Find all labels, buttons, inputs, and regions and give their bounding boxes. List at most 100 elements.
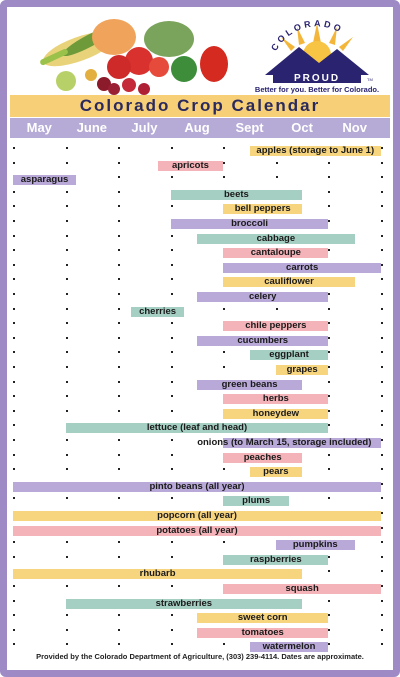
crop-label: broccoli: [231, 218, 269, 229]
grid-dot: [170, 439, 173, 441]
grid-dot: [65, 541, 68, 544]
crop-label: onions (to March 15, storage included): [197, 437, 372, 448]
grid-dot: [381, 220, 383, 222]
grid-dot: [118, 190, 121, 193]
grid-dot: [65, 205, 68, 208]
grid-dot: [13, 643, 15, 646]
crop-bar: [223, 584, 381, 594]
grid-dot: [13, 614, 15, 617]
grid-dot: [13, 424, 15, 427]
grid-dot: [381, 161, 383, 164]
crop-bar: [223, 277, 355, 288]
crop-bar: [223, 554, 329, 565]
grid-dot: [13, 468, 15, 471]
crop-bar: [13, 481, 381, 492]
month-label: Nov: [342, 120, 367, 135]
crop-label: watermelon: [262, 641, 316, 653]
grid-dot: [65, 585, 68, 587]
grid-dot: [13, 380, 15, 383]
month-label: Aug: [184, 120, 210, 135]
crop-label: bell peppers: [234, 203, 291, 215]
crop-label: eggplant: [269, 349, 309, 361]
grid-dot: [328, 161, 331, 164]
crop-label: pears: [263, 466, 289, 478]
grid-dot: [118, 541, 121, 544]
title-bar: Colorado Crop Calendar: [10, 95, 390, 117]
month-label: Sept: [235, 120, 264, 135]
grid-dot: [328, 205, 331, 208]
grid-dot: [65, 322, 68, 325]
grid-dot: [223, 147, 226, 149]
grid-dot: [170, 336, 173, 339]
grid-dot: [118, 278, 121, 281]
grid-dot: [118, 351, 121, 354]
grid-dot: [65, 628, 68, 631]
crop-label: pinto beans (all year): [149, 480, 245, 492]
grid-dot: [65, 147, 68, 149]
grid-dot: [328, 497, 331, 500]
logo-banner-text: PROUD: [294, 73, 340, 84]
grid-dot: [170, 147, 173, 149]
grid-dot: [170, 263, 173, 266]
grid-dot: [328, 424, 331, 427]
crop-label: cantaloupe: [250, 247, 301, 259]
crop-bar: [275, 540, 355, 551]
grid-dot: [170, 176, 173, 179]
grid-dot: [381, 585, 383, 587]
grid-dot: [381, 555, 383, 558]
grid-dot: [328, 293, 331, 295]
crop-label: popcorn (all year): [157, 510, 237, 521]
grid-dot: [381, 526, 383, 529]
grid-dot: [328, 468, 331, 471]
crop-label: celery: [248, 291, 277, 302]
grid-dot: [118, 643, 121, 646]
grid-dot: [13, 336, 15, 339]
crop-label: cabbage: [256, 232, 296, 244]
grid-dot: [118, 176, 121, 179]
grid-dot: [381, 147, 383, 149]
grid-dot: [381, 482, 383, 485]
grid-dot: [118, 234, 121, 237]
grid-dot: [118, 439, 121, 441]
grid-dot: [13, 161, 15, 164]
grid-dot: [381, 351, 383, 354]
grid-dot: [13, 453, 15, 456]
grid-dot: [13, 409, 15, 412]
grid-dot: [118, 555, 121, 558]
grid-dot: [381, 395, 383, 398]
crop-bar: [170, 189, 303, 200]
crop-label: sweet corn: [237, 612, 288, 624]
crop-bar: [13, 569, 303, 580]
grid-dot: [223, 307, 226, 310]
crop-bar: [223, 321, 329, 332]
grid-dot: [118, 366, 121, 368]
grid-dot: [13, 278, 15, 281]
grid-dot: [13, 555, 15, 558]
month-label: June: [76, 120, 108, 135]
grid-dot: [170, 541, 173, 544]
grid-dot: [13, 307, 15, 310]
grid-dot: [13, 249, 15, 252]
grid-dot: [65, 409, 68, 412]
crop-label: cucumbers: [237, 334, 289, 346]
grid-dot: [13, 497, 15, 500]
grid-dot: [381, 628, 383, 631]
grid-dot: [170, 409, 173, 412]
grid-dot: [328, 307, 331, 310]
grid-dot: [65, 555, 68, 558]
grid-dot: [118, 628, 121, 631]
grid-dot: [65, 614, 68, 617]
grid-dot: [223, 468, 226, 471]
grid-dot: [118, 585, 121, 587]
grid-dot: [328, 176, 331, 179]
crop-label: lettuce (leaf and head): [146, 422, 248, 434]
grid-dot: [381, 512, 383, 514]
grid-dot: [328, 220, 331, 222]
crop-label: apples (storage to June 1): [256, 145, 375, 156]
grid-dot: [381, 307, 383, 310]
grid-dot: [328, 599, 331, 602]
grid-dot: [328, 409, 331, 412]
crop-bar: [197, 335, 329, 346]
grid-dot: [118, 161, 121, 164]
grid-dot: [118, 409, 121, 412]
